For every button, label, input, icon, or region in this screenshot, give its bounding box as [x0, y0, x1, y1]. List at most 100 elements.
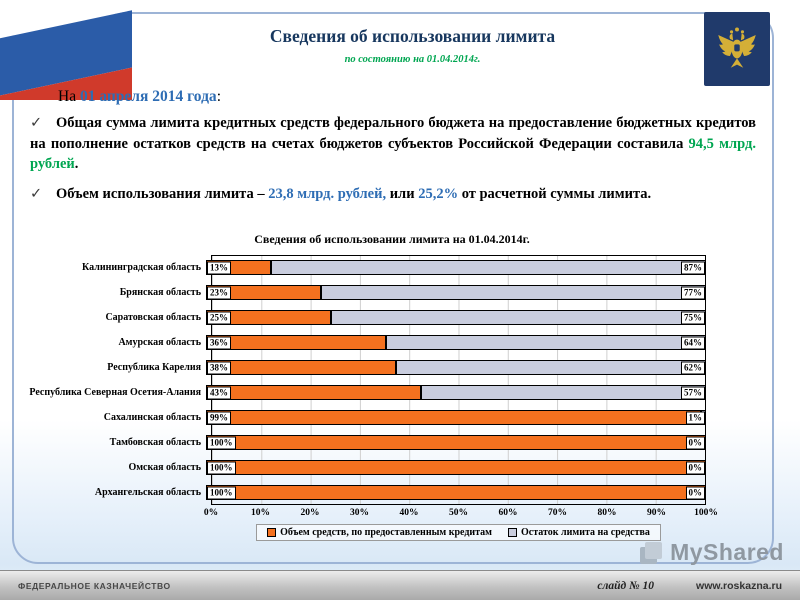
footer-url[interactable]: www.roskazna.ru [696, 579, 782, 592]
bar-used [206, 460, 706, 475]
bar-used [206, 285, 321, 300]
category-label: Омская область [128, 462, 201, 473]
category-label: Тамбовская область [109, 437, 201, 448]
legend-label-remaining: Остаток лимита на средства [521, 527, 650, 538]
intro-prefix: На [58, 88, 80, 105]
bar-track: 36% 64% [206, 335, 706, 350]
header: Сведения об использовании лимита по сост… [140, 26, 685, 65]
chart-row: Омская область 100% 0% [18, 455, 706, 480]
x-tick: 60% [498, 508, 518, 518]
bar-used [206, 335, 386, 350]
bullet-2-highlight-percent: 25,2% [418, 185, 459, 202]
x-tick: 0% [203, 508, 219, 518]
bar-remaining [386, 335, 706, 350]
category-label: Республика Карелия [107, 362, 201, 373]
bar-used-label: 36% [207, 336, 231, 349]
bar-used-label: 100% [207, 486, 236, 499]
chart-rows: Калининградская область 13% 87% Брянская об… [18, 255, 706, 505]
slide-title: Сведения об использовании лимита [269, 26, 556, 46]
bar-track: 23% 77% [206, 285, 706, 300]
russian-flag [0, 0, 132, 100]
bar-track: 43% 57% [206, 385, 706, 400]
bar-used [206, 435, 706, 450]
chart-row: Архангельская область 100% 0% [18, 480, 706, 505]
bar-remaining-label: 57% [681, 386, 705, 399]
bar-remaining [396, 360, 706, 375]
bullet-2-tail: от расчетной суммы лимита. [458, 185, 652, 202]
bar-used [206, 485, 706, 500]
bar-remaining [421, 385, 706, 400]
bar-remaining-label: 0% [685, 461, 705, 474]
category-label: Брянская область [119, 287, 201, 298]
legend-item-remaining: Остаток лимита на средства [508, 527, 650, 538]
x-tick: 100% [694, 508, 718, 518]
bullet-2: ✓ Объем использования лимита – 23,8 млрд.… [30, 184, 756, 205]
category-label: Сахалинская область [103, 412, 201, 423]
bar-remaining-label: 75% [681, 311, 705, 324]
myshared-icon [645, 542, 663, 559]
bar-used-label: 100% [207, 436, 236, 449]
bar-used [206, 410, 701, 425]
footer: ФЕДЕРАЛЬНОЕ КАЗНАЧЕЙСТВО слайд № 10 www.… [0, 570, 800, 600]
intro-line: На 01 апреля 2014 года: [58, 88, 756, 106]
x-tick: 10% [251, 508, 270, 518]
bar-remaining [331, 310, 706, 325]
x-tick: 20% [300, 508, 320, 518]
chart-row: Республика Северная Осетия-Алания 43% 57% [18, 380, 706, 405]
bar-used-label: 99% [207, 411, 231, 424]
bar-remaining-label: 87% [681, 261, 705, 274]
bar-track: 99% 1% [206, 410, 706, 425]
bar-remaining-label: 1% [685, 411, 705, 424]
bar-remaining-label: 0% [685, 436, 705, 449]
category-label: Амурская область [118, 337, 201, 348]
bar-track: 25% 75% [206, 310, 706, 325]
treasury-emblem-icon [704, 12, 770, 86]
chart-row: Тамбовская область 100% 0% [18, 430, 706, 455]
x-tick: 30% [350, 508, 369, 518]
bar-remaining [271, 260, 706, 275]
bar-remaining-label: 64% [681, 336, 705, 349]
intro-colon: : [216, 88, 221, 105]
bullet-1-tail: . [74, 156, 79, 173]
bar-used-label: 43% [207, 386, 231, 399]
category-label: Саратовская область [105, 312, 201, 323]
chart-row: Брянская область 23% 77% [18, 280, 706, 305]
category-label: Калининградская область [82, 262, 201, 273]
myshared-watermark[interactable]: MyShared [639, 539, 784, 566]
chart-row: Сахалинская область 99% 1% [18, 405, 706, 430]
bar-track: 38% 62% [206, 360, 706, 375]
slide-number: слайд № 10 [597, 579, 655, 592]
bar-used-label: 23% [207, 286, 231, 299]
bar-used [206, 385, 421, 400]
bullet-2-text: Объем использования лимита – [56, 185, 269, 202]
legend-swatch-remaining [508, 528, 517, 537]
x-tick: 70% [548, 508, 567, 518]
bar-used [206, 360, 396, 375]
bar-remaining-label: 0% [685, 486, 705, 499]
bar-track: 100% 0% [206, 460, 706, 475]
bar-track: 100% 0% [206, 485, 706, 500]
category-label: Республика Северная Осетия-Алания [29, 387, 201, 398]
myshared-text: MyShared [670, 539, 784, 565]
body-text: На 01 апреля 2014 года: ✓ Общая сумма лим… [30, 88, 756, 213]
intro-date: 01 апреля 2014 года [79, 88, 217, 105]
plot-area: Калининградская область 13% 87% Брянская об… [18, 255, 706, 505]
chart-row: Саратовская область 25% 75% [18, 305, 706, 330]
slide-subtitle: по состоянию на 01.04.2014г. [344, 54, 481, 65]
bullet-1-highlight: 94,5 млрд. рублей [30, 135, 756, 173]
check-icon: ✓ [30, 185, 43, 202]
category-label: Архангельская область [94, 487, 201, 498]
legend-label-used: Объем средств, по предоставленным кредит… [280, 527, 492, 538]
bullet-2-middle: или [386, 185, 419, 202]
bullet-2-highlight-amount: 23,8 млрд. рублей, [268, 185, 387, 202]
bar-used [206, 310, 331, 325]
bar-used-label: 13% [207, 261, 231, 274]
x-axis: 0% 10% 20% 30% 40% 50% 60% 70% 80% 90% 100% [204, 505, 718, 521]
chart-row: Республика Карелия 38% 62% [18, 355, 706, 380]
bar-used-label: 25% [207, 311, 231, 324]
decorative-frame [12, 12, 774, 564]
bar-remaining-label: 62% [681, 361, 705, 374]
bullet-1: ✓ Общая сумма лимита кредитных средств фе… [30, 113, 756, 175]
x-tick: 80% [597, 508, 617, 518]
